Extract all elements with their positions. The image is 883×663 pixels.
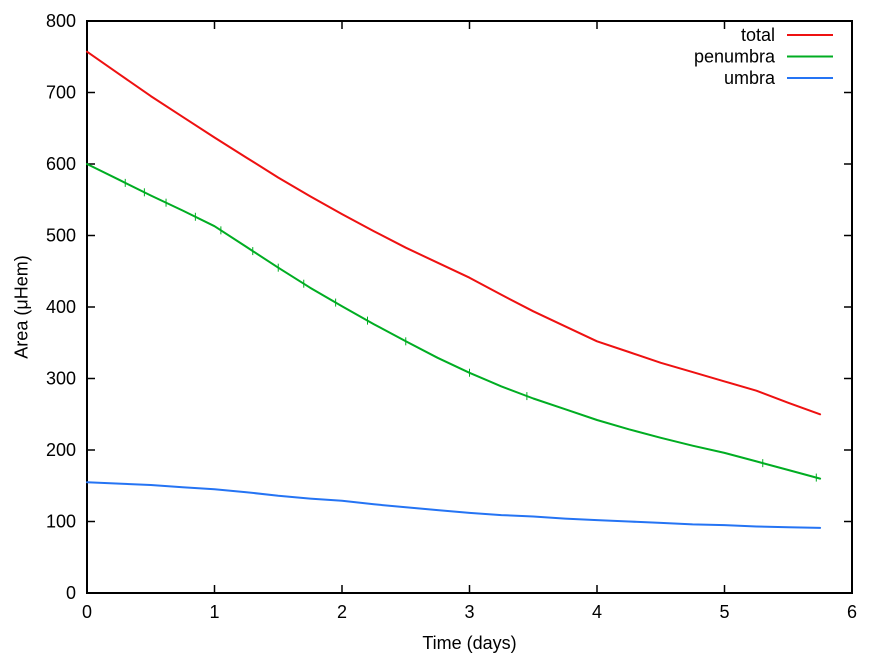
y-tick-label: 800 <box>46 11 76 31</box>
legend-label-umbra: umbra <box>724 68 776 88</box>
x-tick-label: 5 <box>719 602 729 622</box>
x-tick-label: 3 <box>464 602 474 622</box>
y-tick-label: 0 <box>66 583 76 603</box>
plot-border <box>86 20 853 594</box>
x-tick-label: 1 <box>209 602 219 622</box>
y-tick-label: 100 <box>46 512 76 532</box>
y-tick-label: 700 <box>46 83 76 103</box>
x-axis-title: Time (days) <box>422 633 517 653</box>
y-tick-label: 200 <box>46 440 76 460</box>
series-line-total <box>86 50 822 416</box>
y-tick-label: 400 <box>46 297 76 317</box>
x-tick-label: 6 <box>847 602 857 622</box>
x-tick-label: 2 <box>337 602 347 622</box>
y-tick-label: 600 <box>46 154 76 174</box>
y-tick-label: 300 <box>46 369 76 389</box>
legend-label-total: total <box>741 25 775 45</box>
x-tick-label: 0 <box>82 602 92 622</box>
y-tick-label: 500 <box>46 226 76 246</box>
y-axis-title: Area (μHem) <box>11 255 32 359</box>
series-line-penumbra <box>86 163 822 480</box>
series-line-umbra <box>86 481 822 529</box>
x-tick-label: 4 <box>592 602 602 622</box>
legend-label-penumbra: penumbra <box>694 47 776 67</box>
